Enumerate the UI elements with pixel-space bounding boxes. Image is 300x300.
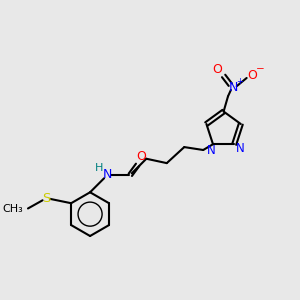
Text: +: +: [236, 77, 243, 86]
Text: −: −: [256, 64, 265, 74]
Text: CH₃: CH₃: [2, 204, 23, 214]
Text: S: S: [42, 192, 50, 205]
Text: N: N: [207, 143, 216, 157]
Text: N: N: [103, 168, 112, 181]
Text: H: H: [95, 164, 103, 173]
Text: O: O: [136, 150, 146, 163]
Text: O: O: [212, 63, 222, 76]
Text: O: O: [248, 69, 257, 82]
Text: N: N: [236, 142, 245, 155]
Text: N: N: [229, 81, 238, 94]
